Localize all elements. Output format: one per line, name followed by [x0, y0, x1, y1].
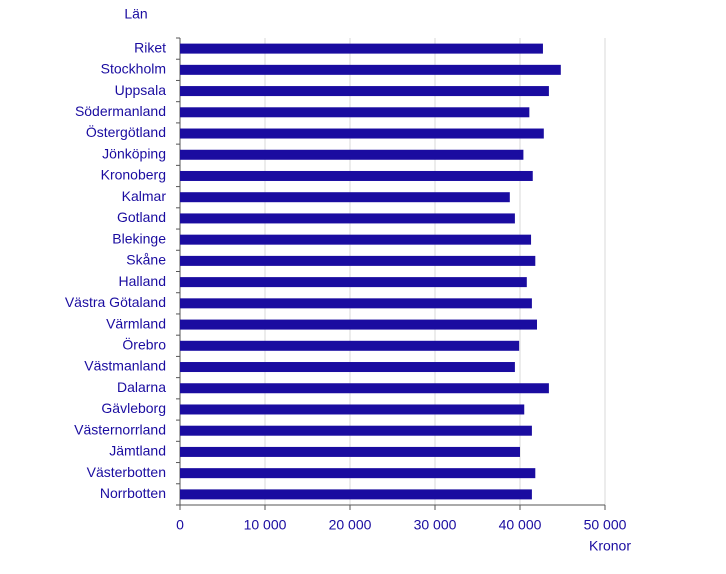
y-tick-label: Jämtland: [109, 443, 166, 459]
bar: [180, 319, 537, 330]
y-tick-label: Dalarna: [117, 379, 166, 395]
y-tick-label: Gävleborg: [101, 400, 166, 416]
bar: [180, 170, 533, 181]
bar: [180, 340, 520, 351]
y-tick-label: Blekinge: [112, 230, 166, 246]
bar: [180, 383, 549, 394]
bar: [180, 468, 536, 479]
y-tick-label: Norrbotten: [100, 485, 166, 501]
bar: [180, 107, 530, 118]
bar: [180, 362, 515, 373]
y-axis-label: Län: [124, 6, 147, 22]
bar: [180, 489, 532, 500]
bar: [180, 446, 520, 457]
y-tick-label: Jönköping: [102, 145, 166, 161]
bar: [180, 43, 543, 54]
y-tick-label: Skåne: [126, 252, 166, 268]
x-axis-label: Kronor: [589, 538, 631, 554]
bar: [180, 192, 510, 203]
y-tick-label: Västerbotten: [87, 464, 166, 480]
y-tick-label: Västra Götaland: [65, 294, 166, 310]
bar: [180, 128, 544, 139]
y-tick-label: Uppsala: [115, 82, 167, 98]
x-tick-label: 40 000: [499, 517, 542, 533]
bar: [180, 255, 536, 266]
bar: [180, 425, 532, 436]
x-tick-label: 0: [176, 517, 184, 533]
x-tick-label: 50 000: [584, 517, 627, 533]
bar: [180, 404, 525, 415]
bar: [180, 298, 532, 309]
y-tick-label: Gotland: [117, 209, 166, 225]
bar: [180, 149, 524, 160]
y-tick-label: Värmland: [106, 315, 166, 331]
x-tick-label: 30 000: [414, 517, 457, 533]
y-tick-label: Västmanland: [84, 358, 166, 374]
bar: [180, 86, 549, 97]
bar: [180, 64, 561, 75]
y-tick-label: Kalmar: [122, 188, 167, 204]
y-tick-label: Örebro: [122, 335, 166, 352]
bar: [180, 213, 515, 224]
y-tick-label: Kronoberg: [101, 167, 166, 183]
x-tick-label: 10 000: [244, 517, 287, 533]
y-tick-label: Södermanland: [75, 103, 166, 119]
y-tick-label: Riket: [134, 39, 166, 55]
y-tick-label: Östergötland: [86, 123, 166, 140]
bar: [180, 234, 532, 245]
y-tick-label: Stockholm: [101, 61, 166, 77]
y-tick-label: Halland: [119, 273, 166, 289]
bar: [180, 277, 527, 288]
y-tick-label: Västernorrland: [74, 421, 166, 437]
x-tick-label: 20 000: [329, 517, 372, 533]
